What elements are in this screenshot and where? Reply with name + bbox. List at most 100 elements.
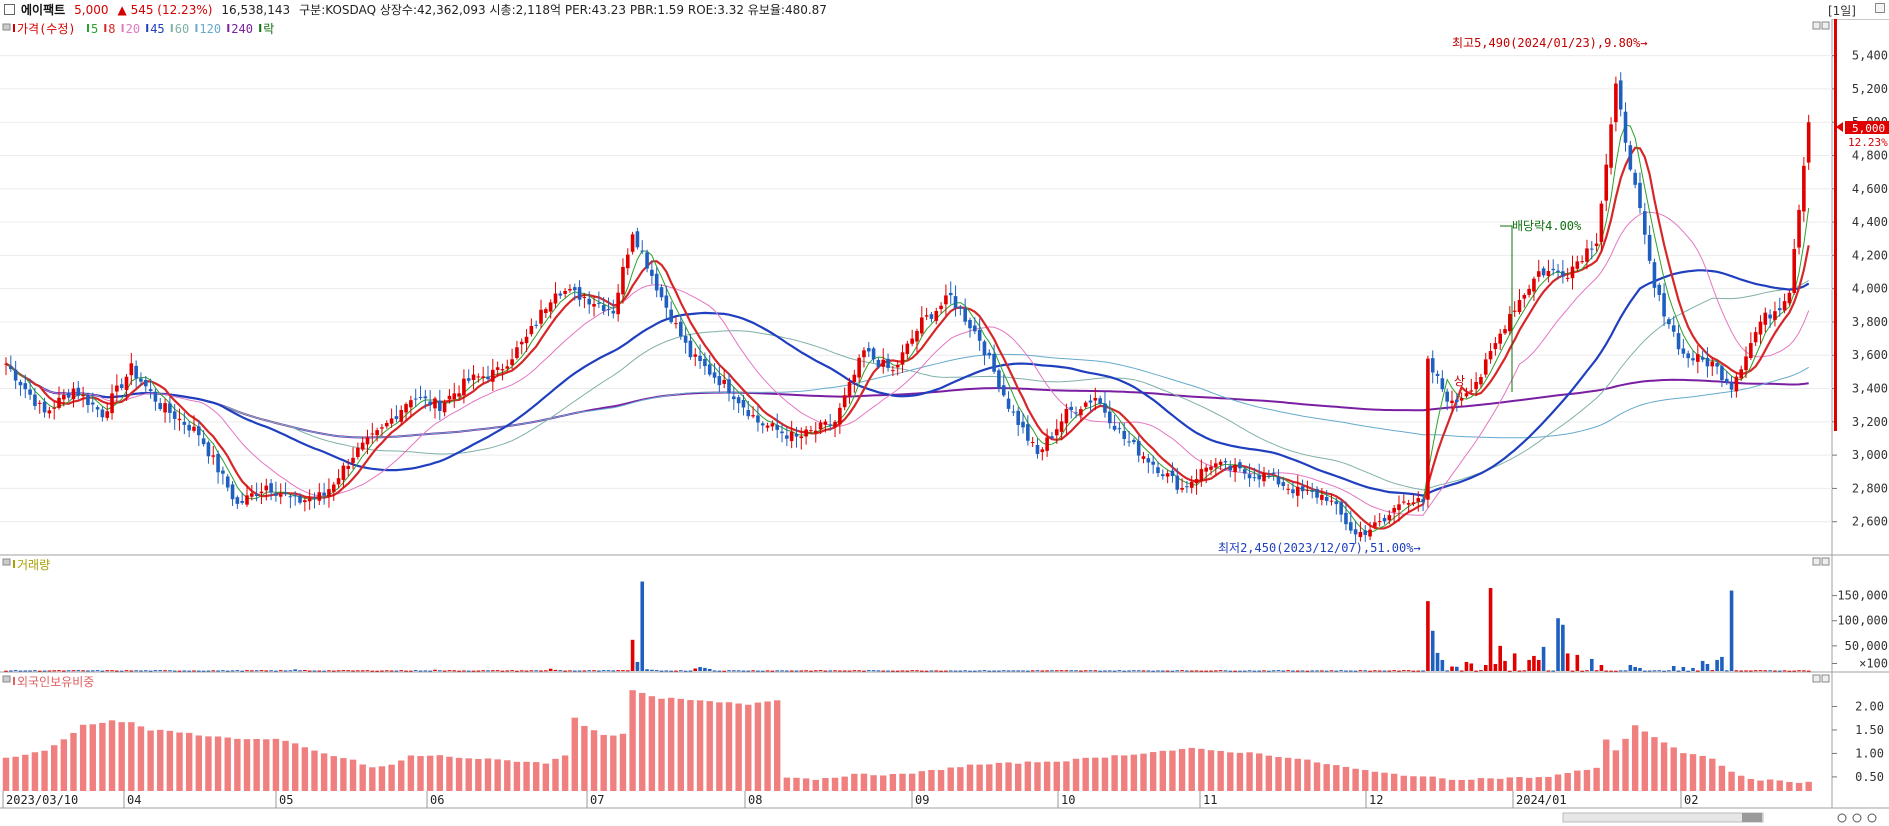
volume-bar xyxy=(1267,670,1271,672)
volume-bar xyxy=(428,670,432,672)
volume-bar xyxy=(1040,670,1045,672)
volume-bar xyxy=(457,670,461,672)
candle-body xyxy=(920,317,924,334)
volume-bar xyxy=(640,581,645,671)
candle-body xyxy=(842,395,847,408)
volume-bar xyxy=(1141,670,1146,672)
candle-body xyxy=(1170,470,1175,477)
volume-bar xyxy=(1585,670,1589,672)
volume-bar xyxy=(307,670,312,672)
foreign-bar xyxy=(1439,778,1446,791)
volume-bar xyxy=(1069,670,1074,672)
dividend-annotation: 배당락4.00% xyxy=(1512,219,1582,233)
candle-body xyxy=(1324,497,1329,502)
date-tick-label: 06 xyxy=(430,793,444,807)
volume-bar xyxy=(669,670,673,672)
candle-body xyxy=(736,397,741,404)
panel-minimize-icon[interactable] xyxy=(1812,557,1821,566)
period-button[interactable]: [1일] xyxy=(1827,4,1856,18)
foreign-bar xyxy=(764,701,771,791)
candle-body xyxy=(1638,182,1642,208)
candle-body xyxy=(577,287,582,300)
candle-body xyxy=(572,287,577,291)
candle-body xyxy=(505,366,510,369)
horizontal-scrollbar[interactable] xyxy=(1562,812,1764,823)
candle-body xyxy=(1763,312,1768,325)
zoom-out-icon[interactable] xyxy=(1852,813,1862,823)
foreign-bar xyxy=(1477,778,1485,791)
volume-bar xyxy=(539,670,543,672)
foreign-bar xyxy=(1631,725,1639,791)
candle-body xyxy=(1122,430,1127,439)
candle-body xyxy=(158,403,163,410)
volume-bar xyxy=(953,670,958,672)
volume-bar xyxy=(1295,670,1300,672)
panel-close-icon[interactable] xyxy=(1821,21,1830,30)
legend-ma-4: 60 xyxy=(175,22,189,36)
candle-body xyxy=(881,359,886,367)
panel-icon[interactable] xyxy=(2,675,11,683)
legend-marker xyxy=(13,24,15,32)
volume-bar xyxy=(317,670,322,672)
volume-tick-label: 150,000 xyxy=(1837,589,1888,603)
volume-bar xyxy=(1373,670,1377,672)
high-annotation: 최고5,490(2024/01/23),9.80%→ xyxy=(1452,36,1647,50)
candle-body xyxy=(1541,268,1546,276)
volume-bar xyxy=(592,670,596,672)
foreign-bar xyxy=(436,755,443,791)
volume-bar xyxy=(1107,670,1112,672)
foreign-bar xyxy=(1121,755,1128,791)
panel-minimize-icon[interactable] xyxy=(1812,674,1821,683)
checkbox-icon[interactable] xyxy=(4,4,15,15)
foreign-bar xyxy=(1660,742,1668,791)
date-tick-label: 2023/03/10 xyxy=(6,793,78,807)
volume-bar xyxy=(1604,670,1609,672)
volume-bar xyxy=(1787,670,1792,672)
volume-bar xyxy=(76,670,81,672)
candle-body xyxy=(775,425,779,430)
foreign-bar xyxy=(629,690,636,791)
candle-body xyxy=(1189,481,1194,488)
candle-body xyxy=(1792,249,1797,293)
volume-legend: 거래량 xyxy=(2,558,50,572)
foreign-bar xyxy=(1024,761,1032,791)
foreign-bar xyxy=(716,702,723,791)
foreign-bar xyxy=(1313,762,1321,791)
volume-bar xyxy=(1262,670,1266,672)
volume-bar xyxy=(712,670,717,672)
volume-bar xyxy=(534,670,538,672)
foreign-bar xyxy=(774,700,781,791)
panel-close-icon[interactable] xyxy=(1821,557,1830,566)
legend-ma-marker xyxy=(227,24,230,32)
candle-body xyxy=(1291,489,1295,494)
stock-chart[interactable]: 가격(수정) 5 8 20 45 60 120 240 락 거래량 외국인보유비중 2,600… xyxy=(0,19,1889,826)
foreign-bar xyxy=(687,700,694,791)
candle-body xyxy=(13,369,18,381)
restore-icon[interactable] xyxy=(1875,3,1885,13)
window-buttons xyxy=(1875,3,1885,13)
volume-bar xyxy=(553,669,558,671)
candle-body xyxy=(900,352,905,365)
volume-bar xyxy=(1729,590,1734,671)
candle-body xyxy=(741,400,746,408)
volume-bar xyxy=(442,670,447,672)
price-axis: 2,600 2,800 3,000 3,200 3,400 3,600 3,800 4,000… xyxy=(1832,49,1888,529)
volume-bar xyxy=(1411,670,1416,672)
candle-body xyxy=(838,407,842,425)
zoom-reset-icon[interactable] xyxy=(1867,813,1877,823)
stock-name[interactable]: 에이팩트 xyxy=(21,3,66,17)
panel-icon[interactable] xyxy=(2,558,11,566)
candle-body xyxy=(1536,271,1541,277)
panel-minimize-icon[interactable] xyxy=(1812,21,1821,30)
zoom-in-icon[interactable] xyxy=(1837,813,1847,823)
panel-icon[interactable] xyxy=(2,23,11,31)
candle-body xyxy=(153,391,158,402)
panel-close-icon[interactable] xyxy=(1821,674,1830,683)
volume-bar xyxy=(1488,588,1493,671)
volume-bar xyxy=(288,670,293,672)
volume-bar xyxy=(1035,670,1040,672)
candle-body xyxy=(654,273,659,291)
volume-bar xyxy=(1618,670,1623,672)
volume-bar xyxy=(293,669,297,671)
scrollbar-thumb[interactable] xyxy=(1742,813,1762,822)
